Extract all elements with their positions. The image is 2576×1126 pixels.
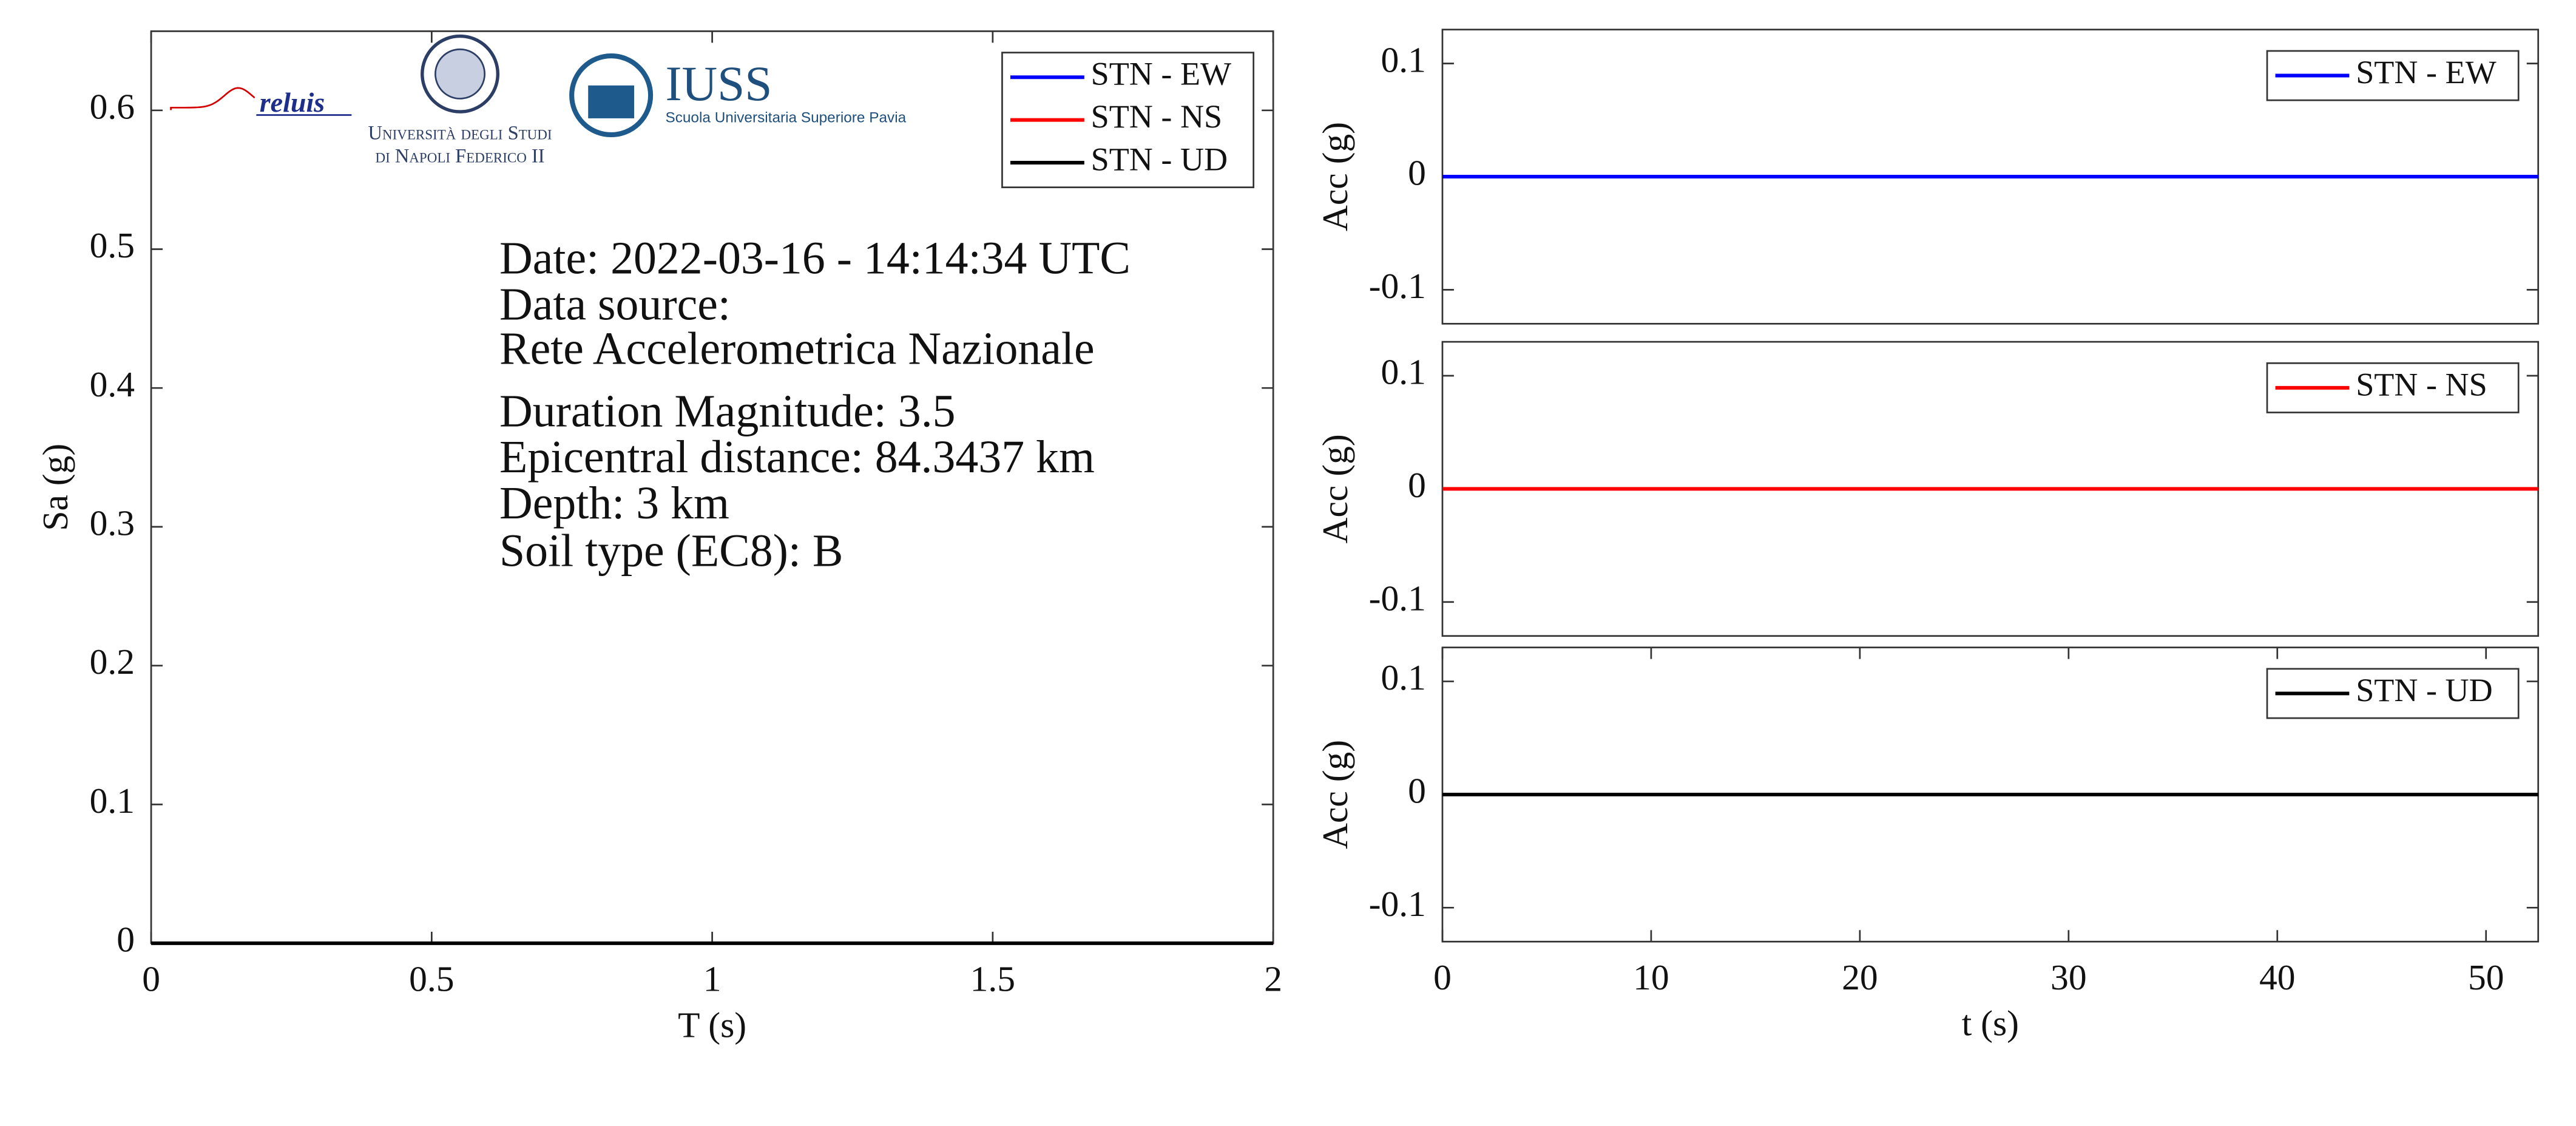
x-tick-label: 40 <box>2259 957 2296 997</box>
logo-unina: Università degli Studi <box>368 122 552 144</box>
annotation: Soil type (EC8): B <box>499 525 843 576</box>
legend-label: STN - UD <box>2356 672 2493 708</box>
y-tick-label: 0.4 <box>90 364 135 404</box>
annotation: Data source: <box>499 279 731 330</box>
annotation: Date: 2022-03-16 - 14:14:34 UTC <box>499 233 1131 284</box>
annotation: Depth: 3 km <box>499 478 729 529</box>
y-tick-label: 0.2 <box>90 642 135 682</box>
x-tick-label: 0.5 <box>409 959 454 999</box>
x-tick-label: 10 <box>1633 957 1669 997</box>
y-tick-label: 0.1 <box>1381 39 1425 80</box>
y-tick-label: 0 <box>1408 771 1426 811</box>
legend-label: STN - NS <box>2356 366 2487 402</box>
x-tick-label: 20 <box>1842 957 1878 997</box>
x-tick-label: 30 <box>2050 957 2087 997</box>
legend-label: STN - EW <box>2356 54 2496 90</box>
y-tick-label: 0.1 <box>90 781 135 821</box>
y-tick-label: 0.1 <box>1381 657 1425 697</box>
y-tick-label: -0.1 <box>1369 578 1426 618</box>
logo-reluis: reluis <box>260 87 325 118</box>
logo-unina: di Napoli Federico II <box>375 145 544 167</box>
y-tick-label: 0.3 <box>90 503 135 543</box>
waveform-icon <box>170 87 255 110</box>
legend-label: STN - EW <box>1091 56 1232 92</box>
legend-label: STN - NS <box>1091 98 1223 135</box>
y-tick-label: 0 <box>1408 465 1426 505</box>
x-tick-label: 1 <box>703 959 722 999</box>
x-tick-label: 2 <box>1264 959 1282 999</box>
legend-label: STN - UD <box>1091 141 1228 177</box>
y-axis-label: Acc (g) <box>1315 434 1355 543</box>
x-axis-label: t (s) <box>1962 1003 2019 1043</box>
y-tick-label: 0 <box>117 920 135 960</box>
logo-iuss: IUSS <box>665 56 772 111</box>
y-tick-label: 0.1 <box>1381 352 1425 392</box>
y-axis-label: Acc (g) <box>1315 740 1355 849</box>
y-axis-label: Acc (g) <box>1315 122 1355 231</box>
y-tick-label: 0 <box>1408 153 1426 193</box>
annotation: Duration Magnitude: 3.5 <box>499 385 956 436</box>
y-tick-label: -0.1 <box>1369 266 1426 306</box>
x-tick-label: 0 <box>142 959 160 999</box>
y-tick-label: 0.5 <box>90 225 135 265</box>
annotation: Epicentral distance: 84.3437 km <box>499 432 1095 483</box>
x-tick-label: 0 <box>1433 957 1452 997</box>
y-tick-label: 0.6 <box>90 86 135 126</box>
x-tick-label: 1.5 <box>970 959 1015 999</box>
seal-inner <box>434 48 486 100</box>
x-axis-label: T (s) <box>678 1005 746 1045</box>
annotation: Rete Accelerometrica Nazionale <box>499 323 1095 374</box>
logo-iuss-sub: Scuola Universitaria Superiore Pavia <box>665 109 906 126</box>
y-tick-label: -0.1 <box>1369 884 1426 924</box>
iuss-building <box>588 85 635 118</box>
x-tick-label: 50 <box>2468 957 2504 997</box>
y-axis-label: Sa (g) <box>35 444 75 531</box>
